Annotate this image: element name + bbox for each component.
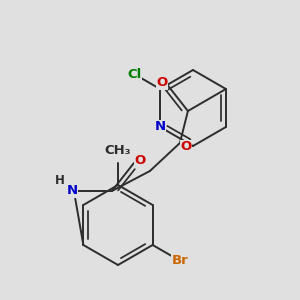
Text: N: N (66, 184, 77, 197)
Text: Br: Br (172, 254, 189, 268)
Text: O: O (156, 76, 167, 89)
Text: O: O (180, 140, 191, 154)
Text: H: H (55, 175, 65, 188)
Text: N: N (154, 121, 166, 134)
Text: CH₃: CH₃ (105, 145, 131, 158)
Text: Cl: Cl (127, 68, 141, 80)
Text: O: O (134, 154, 146, 167)
